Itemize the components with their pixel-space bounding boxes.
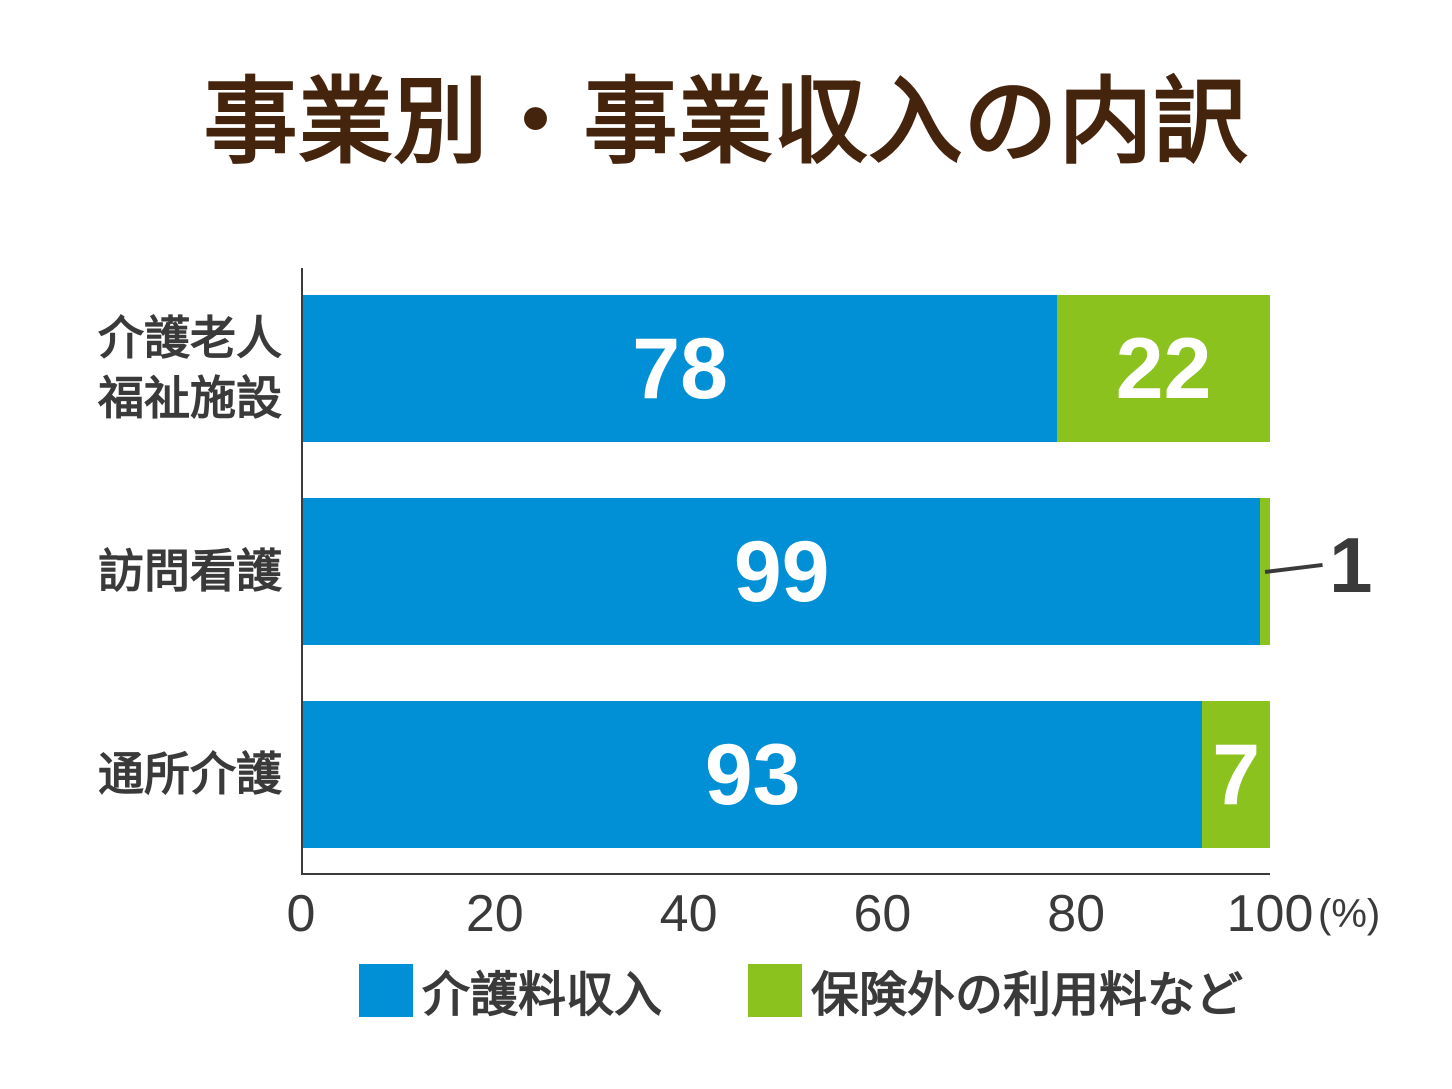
bar-segment-hokengai: 7 xyxy=(1202,701,1270,848)
chart-title: 事業別・事業収入の内訳 xyxy=(203,69,1249,174)
category-label: 通所介護 xyxy=(98,747,282,800)
x-axis-line xyxy=(301,873,1270,875)
x-axis-unit-label: (%) xyxy=(1318,892,1381,936)
bar-value-label: 99 xyxy=(733,523,830,620)
legend-swatch-icon xyxy=(748,963,802,1017)
bar-value-label: 22 xyxy=(1115,320,1212,417)
bar-value-label: 78 xyxy=(632,320,728,417)
x-tick-label: 40 xyxy=(659,885,718,943)
category-label: 訪問看護 xyxy=(98,544,282,597)
y-axis-line xyxy=(301,268,303,875)
x-tick-label: 20 xyxy=(465,885,524,943)
bar-value-label: 93 xyxy=(704,726,801,823)
legend-label: 保険外の利用料など xyxy=(811,969,1244,1022)
x-tick-label: 100 xyxy=(1226,885,1314,943)
bar-value-label-outside: 1 xyxy=(1329,521,1373,609)
legend-item: 保険外の利用料など xyxy=(748,955,1243,1025)
x-tick-label: 80 xyxy=(1047,885,1106,943)
callout-leader-line xyxy=(1264,562,1323,574)
x-tick-label: 0 xyxy=(286,885,316,943)
bar-segment-kaigoryo: 99 xyxy=(303,498,1261,645)
bar-value-label: 7 xyxy=(1212,726,1261,823)
legend-swatch-icon xyxy=(359,963,413,1017)
category-label: 介護老人 福祉施設 xyxy=(98,311,282,424)
x-tick-label: 60 xyxy=(853,885,912,943)
bar-segment-kaigoryo: 78 xyxy=(303,295,1058,442)
legend-label: 介護料収入 xyxy=(422,969,663,1022)
bar-segment-kaigoryo: 93 xyxy=(303,701,1203,848)
bar-segment-hokengai: 22 xyxy=(1057,295,1270,442)
legend-item: 介護料収入 xyxy=(359,955,662,1025)
